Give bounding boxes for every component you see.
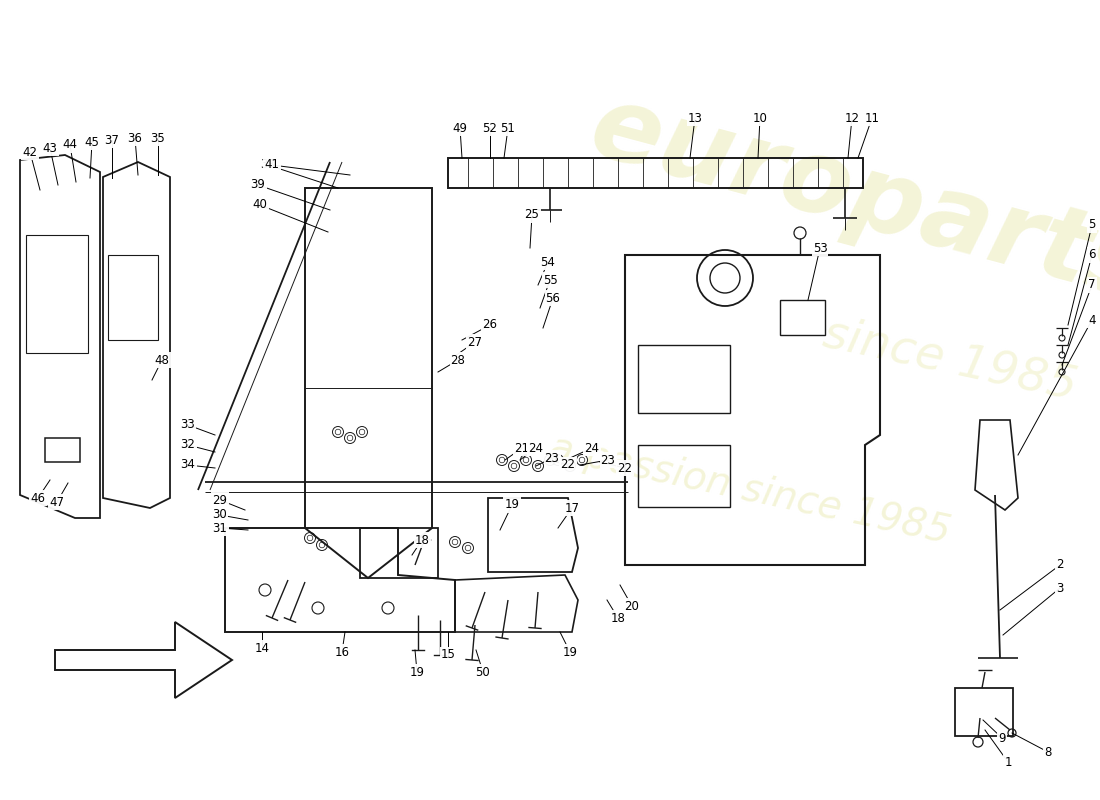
Text: 13: 13 — [688, 111, 703, 125]
Text: 39: 39 — [251, 178, 265, 191]
Text: 47: 47 — [50, 495, 65, 509]
Text: 41: 41 — [264, 158, 279, 171]
Polygon shape — [55, 622, 232, 698]
Text: 38: 38 — [261, 158, 275, 171]
Bar — [780, 300, 825, 335]
Text: 19: 19 — [409, 666, 425, 678]
Text: 1: 1 — [1004, 755, 1012, 769]
Text: 40: 40 — [253, 198, 267, 211]
Text: 11: 11 — [865, 111, 880, 125]
Text: 55: 55 — [542, 274, 558, 286]
Text: 24: 24 — [528, 442, 543, 454]
Text: 46: 46 — [31, 491, 45, 505]
Text: 36: 36 — [128, 131, 142, 145]
Text: 32: 32 — [180, 438, 196, 451]
Text: a passion since 1985: a passion since 1985 — [546, 429, 954, 551]
Text: 7: 7 — [1088, 278, 1096, 291]
Text: 15: 15 — [441, 649, 455, 662]
Text: 23: 23 — [601, 454, 615, 466]
Text: 48: 48 — [155, 354, 169, 366]
Text: 9: 9 — [999, 731, 1005, 745]
Text: 18: 18 — [415, 534, 429, 546]
Text: 6: 6 — [1088, 249, 1096, 262]
Text: 45: 45 — [85, 135, 99, 149]
Text: 23: 23 — [544, 451, 560, 465]
Text: 8: 8 — [1044, 746, 1052, 758]
Text: 50: 50 — [475, 666, 491, 678]
Text: 22: 22 — [617, 462, 632, 474]
Text: 4: 4 — [1088, 314, 1096, 326]
Text: 26: 26 — [483, 318, 497, 331]
Text: 25: 25 — [525, 209, 539, 222]
Text: 56: 56 — [546, 291, 560, 305]
Text: 19: 19 — [562, 646, 578, 658]
Text: 24: 24 — [584, 442, 600, 454]
Bar — [108, 255, 158, 340]
Text: 44: 44 — [63, 138, 77, 151]
Text: 30: 30 — [212, 509, 228, 522]
Text: 3: 3 — [1056, 582, 1064, 594]
Text: 53: 53 — [813, 242, 827, 254]
Bar — [955, 688, 1013, 736]
Text: 2: 2 — [1056, 558, 1064, 571]
Text: 31: 31 — [212, 522, 228, 534]
Text: 51: 51 — [500, 122, 516, 134]
Text: 22: 22 — [561, 458, 575, 471]
Text: 10: 10 — [752, 111, 768, 125]
Text: 43: 43 — [43, 142, 57, 154]
Text: 42: 42 — [22, 146, 37, 158]
Text: 35: 35 — [151, 131, 165, 145]
Bar — [45, 438, 80, 462]
Text: 54: 54 — [540, 255, 556, 269]
Text: 52: 52 — [483, 122, 497, 134]
Bar — [638, 345, 730, 413]
Text: 14: 14 — [254, 642, 270, 654]
Text: 16: 16 — [334, 646, 350, 658]
Text: europarts: europarts — [579, 77, 1100, 323]
Text: 5: 5 — [1088, 218, 1096, 231]
Text: 34: 34 — [180, 458, 196, 471]
Text: 49: 49 — [452, 122, 468, 134]
Text: 33: 33 — [180, 418, 196, 431]
Text: 18: 18 — [610, 611, 626, 625]
Text: 27: 27 — [468, 335, 483, 349]
Bar — [26, 235, 88, 353]
Text: 29: 29 — [212, 494, 228, 506]
Text: since 1985: since 1985 — [820, 311, 1081, 409]
Text: 19: 19 — [505, 498, 519, 511]
Bar — [638, 445, 730, 507]
Text: 37: 37 — [104, 134, 120, 146]
Text: 17: 17 — [564, 502, 580, 514]
Text: 28: 28 — [451, 354, 465, 366]
Text: 20: 20 — [625, 599, 639, 613]
Text: 21: 21 — [515, 442, 529, 454]
Bar — [448, 158, 864, 188]
Text: 12: 12 — [845, 111, 859, 125]
Bar — [360, 528, 438, 578]
